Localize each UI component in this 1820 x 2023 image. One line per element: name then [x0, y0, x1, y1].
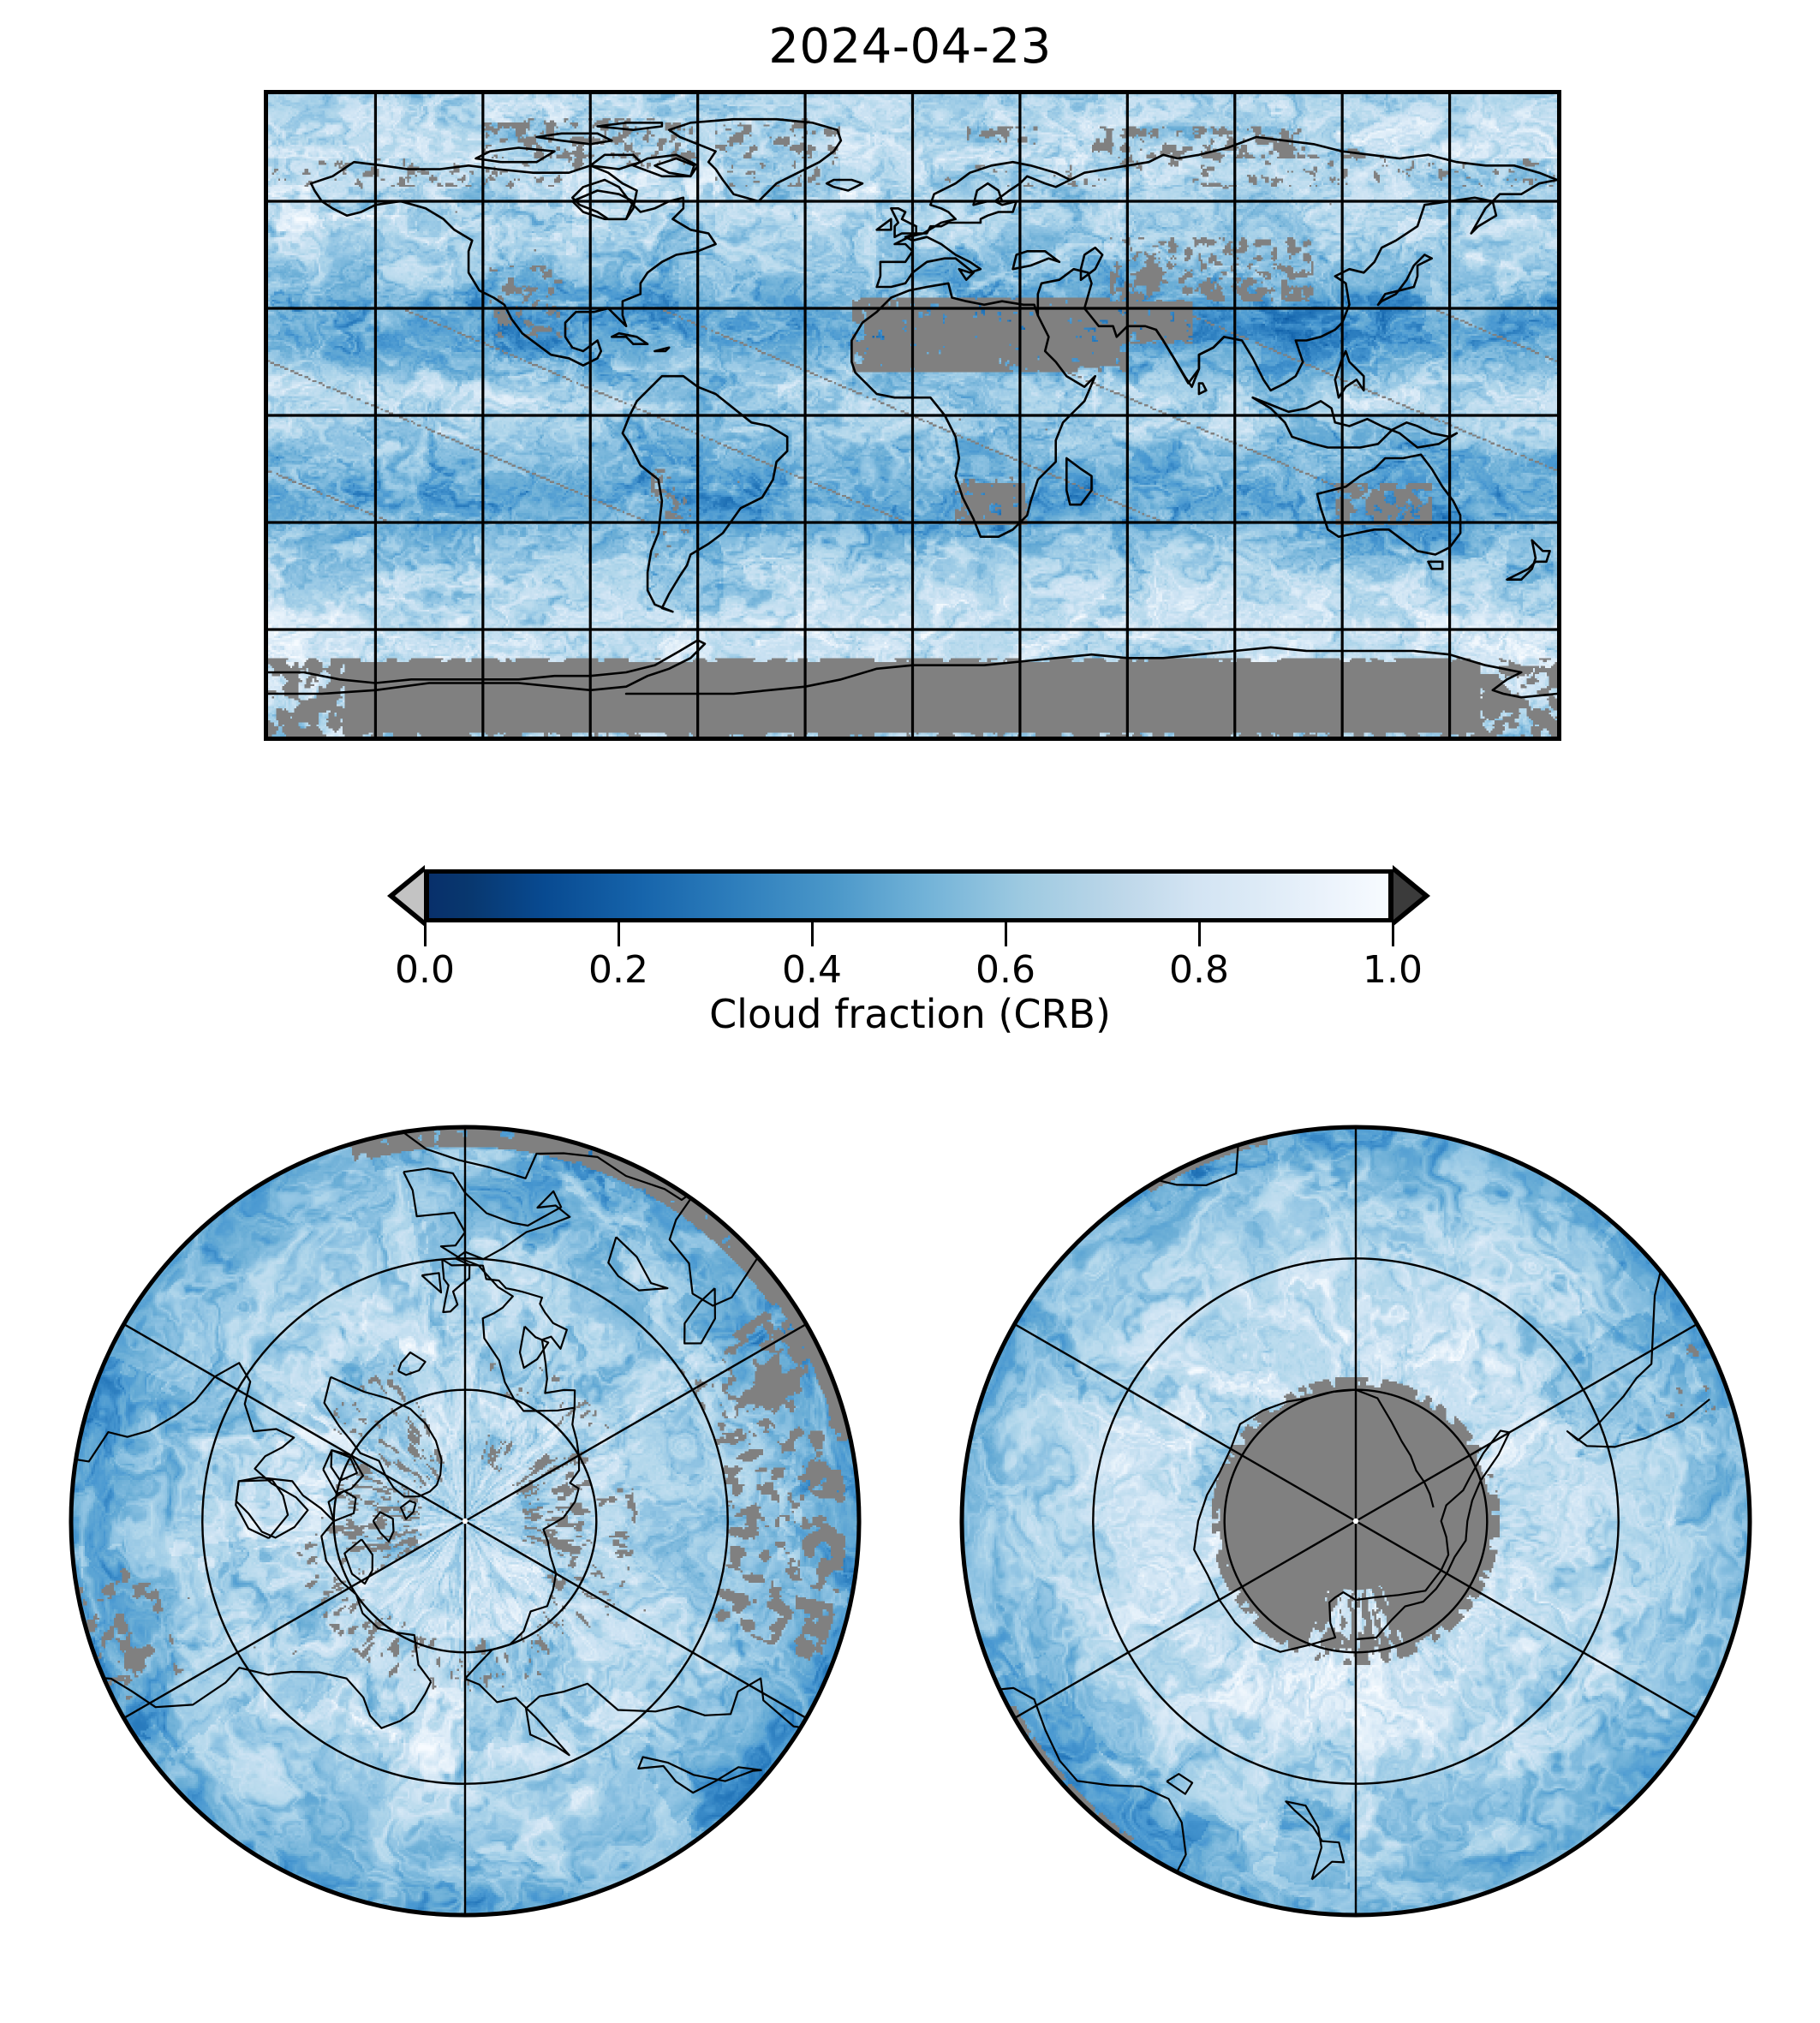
colorbar-extend-max-arrow-icon [1393, 865, 1430, 927]
colorbar-tick [617, 922, 620, 946]
colorbar-tick-label: 0.4 [782, 948, 842, 992]
colorbar-extend-min-arrow-icon [387, 865, 425, 927]
colorbar-tick [423, 922, 427, 946]
figure-title: 2024-04-23 [768, 19, 1052, 75]
colorbar-gradient[interactable] [425, 869, 1393, 922]
north-polar-graticule [123, 1127, 807, 1915]
south-polar-graticule [1014, 1127, 1698, 1915]
colorbar-tick [810, 922, 814, 946]
colorbar-tick-label: 0.0 [395, 948, 455, 992]
global-map-canvas [268, 94, 1557, 737]
north-polar-map-canvas [69, 1125, 862, 1918]
colorbar-tick [1391, 922, 1394, 946]
colorbar-label: Cloud fraction (CRB) [709, 991, 1111, 1037]
south-polar-map-canvas [959, 1125, 1752, 1918]
colorbar-tick-label: 1.0 [1363, 948, 1423, 992]
colorbar-axis[interactable]: 0.0 0.2 0.4 0.6 0.8 1.0 [387, 865, 1430, 992]
north-polar-map-panel[interactable] [69, 1125, 862, 1918]
global-graticule [268, 94, 1557, 737]
colorbar-group: 0.0 0.2 0.4 0.6 0.8 1.0 Cloud fraction (CRB) [0, 861, 1820, 1066]
colorbar-tick-label: 0.2 [588, 948, 648, 992]
global-map-panel[interactable] [264, 90, 1561, 741]
south-polar-coastlines [971, 1137, 1710, 1884]
north-polar-boundary [69, 1125, 862, 1918]
colorbar-tick [1197, 922, 1201, 946]
south-polar-boundary [959, 1125, 1752, 1918]
global-coastlines [268, 117, 1557, 699]
pole-marker [462, 1518, 468, 1525]
colorbar-tick-label: 0.6 [976, 948, 1035, 992]
colorbar-tick [1004, 922, 1007, 946]
colorbar-tick-label: 0.8 [1169, 948, 1229, 992]
south-polar-map-panel[interactable] [959, 1125, 1752, 1918]
pole-marker [1352, 1518, 1359, 1525]
